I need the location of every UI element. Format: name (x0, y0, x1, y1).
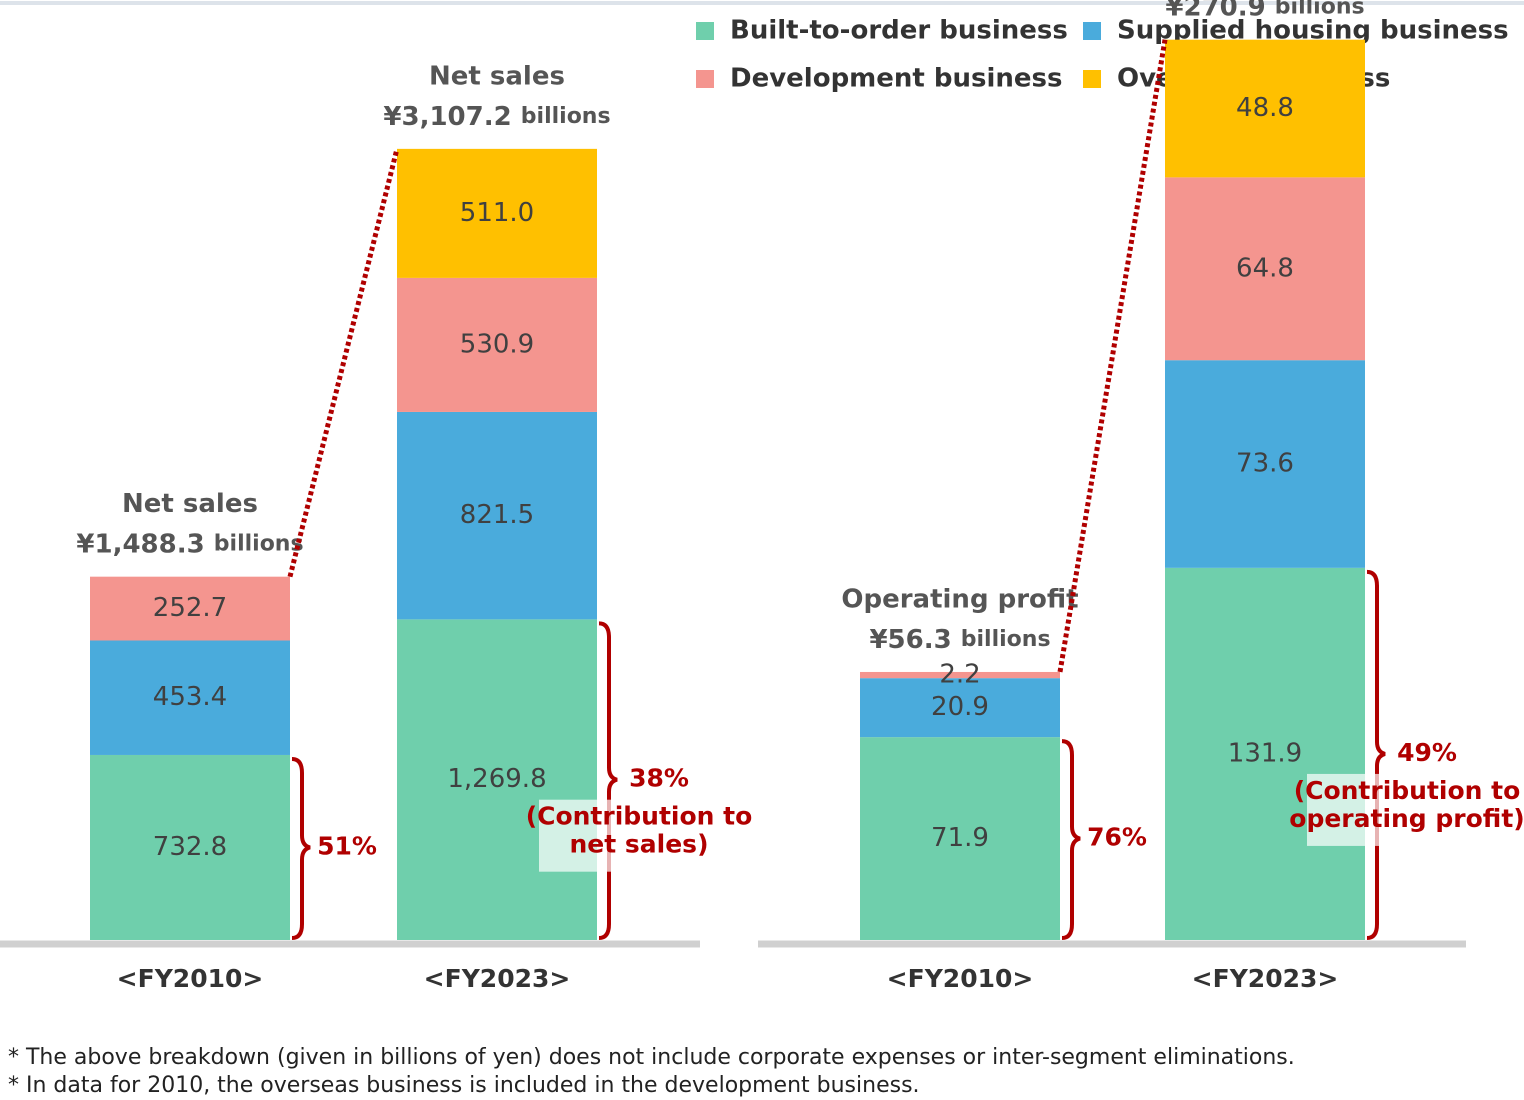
total-value: ¥1,488.3 (76, 529, 204, 559)
value-label: 821.5 (460, 500, 534, 530)
bar-segment (397, 148, 597, 278)
bar-segment (90, 576, 290, 641)
total-unit: billions (521, 104, 611, 129)
contribution-label: 51% (317, 831, 377, 860)
value-label: 1,269.8 (447, 764, 546, 794)
total-title: Net sales (122, 489, 258, 519)
brace (598, 621, 618, 940)
total-unit: billions (214, 532, 304, 557)
bar-segment (1165, 39, 1365, 178)
value-label: 64.8 (1236, 253, 1294, 283)
x-tick-label: <FY2010> (887, 964, 1034, 993)
value-label: 71.9 (931, 823, 989, 853)
value-label: 511.0 (460, 198, 534, 228)
contribution-note: operating profit) (1289, 804, 1524, 833)
footnote: * In data for 2010, the overseas busines… (8, 1073, 920, 1098)
bar-segment (397, 277, 597, 412)
note-box (539, 799, 669, 872)
legend-swatch (1083, 70, 1101, 88)
contribution-note: (Contribution to (526, 802, 753, 831)
total-unit: billions (1275, 0, 1365, 20)
brace (1061, 739, 1081, 940)
x-tick-label: <FY2010> (117, 964, 264, 993)
total-value: ¥270.9 (1165, 0, 1265, 22)
value-label: 20.9 (931, 692, 989, 722)
bar-segment (860, 678, 1060, 738)
bar-segment (1165, 177, 1365, 361)
value-label: 453.4 (153, 682, 227, 712)
total-label: ¥56.3 billions (869, 624, 1050, 654)
bar-segment (90, 754, 290, 940)
growth-connector (287, 148, 400, 578)
value-label: 48.8 (1236, 93, 1294, 123)
contribution-note: (Contribution to (1294, 776, 1521, 805)
bar-segment (860, 737, 1060, 940)
legend-label: Built-to-order business (730, 16, 1068, 46)
x-tick-label: <FY2023> (1192, 964, 1339, 993)
contribution-label: 38% (629, 764, 689, 793)
brace (291, 756, 311, 940)
value-label: 530.9 (460, 329, 534, 359)
legend-swatch (1083, 22, 1101, 40)
contribution-label: 76% (1087, 823, 1147, 852)
bar-segment (1165, 567, 1365, 940)
value-label: 73.6 (1236, 449, 1294, 479)
total-label: ¥3,107.2 billions (383, 101, 610, 131)
value-label: 2.2 (939, 660, 980, 690)
value-label: 252.7 (153, 593, 227, 623)
total-value: ¥3,107.2 (383, 101, 511, 131)
total-unit: billions (961, 627, 1051, 652)
footnote: * The above breakdown (given in billions… (8, 1045, 1295, 1070)
bar-segment (860, 671, 1060, 679)
value-label: 131.9 (1228, 738, 1302, 768)
total-title: Net sales (429, 61, 565, 91)
bar-segment (397, 411, 597, 620)
total-label: ¥270.9 billions (1165, 0, 1364, 22)
total-title: Operating profit (841, 584, 1078, 614)
bar-segment (1165, 360, 1365, 568)
legend-swatch (696, 70, 714, 88)
legend-label: Development business (730, 64, 1063, 94)
total-label: ¥1,488.3 billions (76, 529, 303, 559)
growth-connector (1057, 39, 1168, 673)
note-box (1307, 773, 1437, 846)
value-label: 732.8 (153, 832, 227, 862)
x-tick-label: <FY2023> (424, 964, 571, 993)
contribution-label: 49% (1397, 738, 1457, 767)
total-value: ¥56.3 (869, 624, 951, 654)
legend-swatch (696, 22, 714, 40)
brace (1366, 569, 1386, 940)
contribution-note: net sales) (570, 830, 709, 859)
bar-segment (90, 640, 290, 755)
bar-segment (397, 619, 597, 940)
